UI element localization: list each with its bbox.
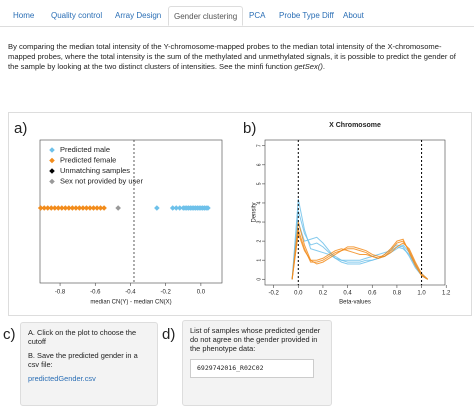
- point: [69, 205, 76, 211]
- point: [62, 205, 69, 211]
- x-tick-label: -0.6: [90, 290, 101, 296]
- y-axis-label: Density: [252, 202, 258, 222]
- point: [169, 205, 176, 211]
- sample-id[interactable]: 6929742016_R02C02: [190, 359, 314, 378]
- tab[interactable]: Home: [13, 11, 35, 20]
- step-text: B. Save the predicted gender in a csv fi…: [28, 351, 138, 369]
- legend-marker: [49, 168, 55, 174]
- legend-label: Sex not provided by user: [60, 176, 143, 185]
- x-tick-label: 0.8: [393, 291, 402, 297]
- y-tick-label: 7: [256, 144, 262, 147]
- x-tick-label: 0.6: [368, 291, 377, 297]
- x-axis-label: Beta-values: [339, 300, 371, 306]
- x-tick-label: -0.2: [161, 290, 172, 296]
- plot-frame: [264, 139, 446, 286]
- point: [73, 205, 79, 211]
- point: [87, 205, 93, 211]
- download-link[interactable]: predictedGender.csv: [28, 374, 96, 383]
- function-name: getSex(): [294, 62, 323, 71]
- x-tick-label: 0.2: [319, 291, 328, 297]
- tab-bar: Home Quality control Array Design Gender cl…: [0, 0, 474, 27]
- panel-label: a): [14, 120, 28, 137]
- point: [41, 205, 48, 211]
- point: [205, 205, 211, 211]
- y-tick-label: 5: [256, 182, 262, 185]
- point: [154, 205, 160, 211]
- point: [176, 205, 183, 211]
- point: [37, 205, 44, 211]
- y-tick-label: 0: [256, 278, 262, 281]
- plot-panel: [8, 112, 472, 316]
- x-tick-label: 1.0: [417, 291, 426, 297]
- point: [80, 205, 86, 211]
- x-tick-label: 0.4: [343, 291, 352, 297]
- y-tick-label: 3: [256, 220, 262, 223]
- point: [55, 205, 62, 211]
- mismatch-text: List of samples whose predicted gender d…: [190, 326, 321, 353]
- density-curve: [291, 210, 429, 280]
- point: [115, 205, 121, 211]
- panel-label: d): [162, 326, 176, 343]
- x-tick-label: -0.8: [55, 290, 66, 296]
- point: [51, 205, 58, 211]
- y-tick-label: 2: [256, 240, 262, 243]
- density-curve: [291, 199, 429, 280]
- point: [94, 205, 100, 211]
- description-text: By comparing the median total intensity …: [8, 42, 456, 71]
- density-curve: [291, 233, 429, 280]
- panel-label: b): [243, 120, 257, 137]
- point: [76, 205, 83, 211]
- description: By comparing the median total intensity …: [8, 42, 468, 72]
- point: [173, 205, 180, 211]
- legend-label: Predicted male: [60, 145, 110, 154]
- x-axis-label: median CN(Y) - median CN(X): [90, 300, 171, 306]
- point: [97, 205, 104, 211]
- point: [59, 205, 65, 211]
- y-tick-label: 6: [256, 163, 262, 166]
- density-curve: [291, 221, 429, 280]
- point: [90, 205, 97, 211]
- legend-label: Predicted female: [60, 155, 116, 164]
- y-tick-label: 1: [256, 259, 262, 262]
- point: [101, 205, 107, 211]
- description-end: .: [322, 62, 326, 71]
- plot-frame: [39, 139, 223, 284]
- mismatch-well: List of samples whose predicted gender d…: [182, 320, 332, 406]
- x-tick-label: -0.4: [125, 290, 136, 296]
- y-tick-label: 4: [256, 201, 262, 204]
- point: [83, 205, 90, 211]
- tab[interactable]: Quality control: [51, 11, 103, 20]
- tab[interactable]: PCA: [249, 11, 266, 20]
- point: [44, 205, 51, 211]
- controls-well: A. Click on the plot to choose the cutof…: [20, 322, 158, 406]
- tab[interactable]: Gender clustering: [168, 6, 244, 26]
- x-tick-label: 0.0: [197, 290, 206, 296]
- x-tick-label: -0.2: [268, 291, 279, 297]
- tab[interactable]: About: [343, 11, 364, 20]
- legend-label: Unmatching samples: [60, 166, 130, 175]
- legend-marker: [49, 157, 55, 164]
- legend-marker: [49, 147, 55, 153]
- panel-label: c): [3, 326, 16, 343]
- point: [48, 205, 55, 211]
- density-curve: [291, 221, 429, 280]
- chart-title: X Chromosome: [329, 122, 381, 129]
- legend-marker: [49, 178, 55, 185]
- x-tick-label: 0.0: [294, 291, 303, 297]
- point: [66, 205, 72, 211]
- tab[interactable]: Probe Type Diff: [279, 11, 334, 20]
- x-tick-label: 1.2: [442, 291, 451, 297]
- tab[interactable]: Array Design: [115, 11, 162, 20]
- step-text: A. Click on the plot to choose the cutof…: [28, 328, 137, 346]
